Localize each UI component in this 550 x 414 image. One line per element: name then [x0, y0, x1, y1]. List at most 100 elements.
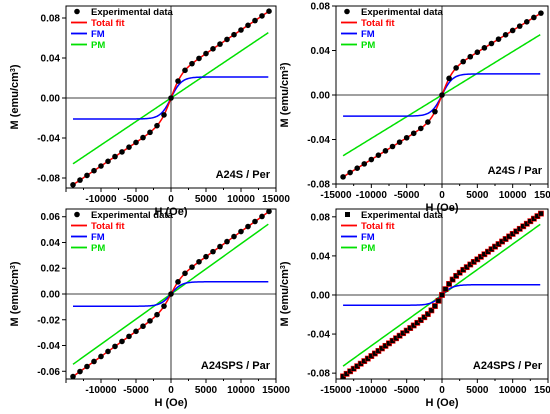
legend-entry-label: PM	[361, 40, 375, 51]
legend-entry-label: PM	[91, 243, 105, 254]
y-axis-label-close: )	[9, 261, 21, 265]
experimental-data-point	[231, 233, 237, 240]
x-tick-label: 10000	[499, 385, 527, 396]
experimental-data-point	[133, 139, 139, 146]
legend-entry-label: Experimental data	[361, 7, 444, 18]
y-tick-label: 0.04	[41, 54, 61, 65]
y-tick-label: 0.04	[41, 238, 61, 249]
y-tick-label: 0.00	[41, 94, 61, 105]
experimental-data-point	[481, 45, 488, 51]
x-tick-label: 0	[439, 385, 445, 396]
y-tick-label: 0.00	[311, 290, 331, 301]
experimental-data-point	[91, 358, 97, 365]
panel-label: A24SPS / Par	[201, 360, 271, 372]
legend-entry-label: Total fit	[361, 18, 395, 29]
experimental-data-point	[538, 210, 544, 217]
experimental-data-point	[375, 152, 382, 158]
x-tick-label: 0	[168, 385, 174, 396]
experimental-data-point	[446, 281, 452, 287]
legend-entry-label: Total fit	[91, 221, 125, 232]
y-tick-label: 0.04	[311, 46, 331, 57]
y-axis-label-sup: 3	[10, 265, 17, 269]
y-tick-label: -0.06	[37, 367, 60, 378]
experimental-data-point	[196, 55, 202, 62]
experimental-data-point	[154, 311, 160, 318]
experimental-data-point	[389, 143, 396, 150]
experimental-data-point	[112, 153, 118, 160]
x-tick-label: 5000	[195, 385, 218, 396]
x-tick-label: -10000	[85, 385, 117, 396]
panel-label: A24SPS / Per	[473, 360, 543, 372]
experimental-data-point	[217, 41, 223, 47]
experimental-data-point	[112, 343, 118, 350]
y-tick-label: 0.08	[311, 2, 331, 13]
experimental-data-point	[189, 60, 195, 67]
experimental-data-point	[432, 303, 438, 309]
x-tick-label: -5000	[123, 194, 149, 205]
y-axis-label-main: M (emu/cm	[279, 70, 291, 128]
x-tick-label: 0	[168, 194, 174, 205]
experimental-data-point	[396, 139, 403, 145]
experimental-data-point	[368, 156, 375, 163]
experimental-data-point	[70, 182, 76, 188]
experimental-data-point	[140, 323, 146, 330]
legend-marker	[74, 8, 80, 15]
legend-entry-label: PM	[91, 40, 105, 51]
experimental-data-point	[126, 144, 132, 150]
y-axis-label-close: )	[279, 62, 291, 66]
x-tick-label: 5000	[466, 385, 489, 396]
legend-marker	[74, 211, 80, 218]
legend-marker	[344, 8, 350, 15]
experimental-data-point	[361, 161, 368, 167]
experimental-data-point	[516, 23, 523, 29]
experimental-data-point	[175, 279, 181, 285]
experimental-data-point	[161, 303, 167, 309]
legend-marker	[345, 212, 350, 217]
x-tick-label: -10000	[85, 194, 117, 205]
experimental-data-point	[252, 17, 258, 24]
experimental-data-point	[224, 36, 230, 43]
experimental-data-point	[524, 18, 530, 25]
legend-entry-label: Experimental data	[361, 210, 444, 221]
experimental-data-point	[531, 14, 537, 21]
legend-entry-label: FM	[361, 29, 375, 40]
experimental-data-point	[259, 213, 265, 220]
x-tick-label: 5000	[195, 194, 218, 205]
legend-entry-label: FM	[91, 232, 105, 243]
experimental-data-point	[435, 297, 442, 304]
experimental-data-point	[105, 348, 111, 355]
panel-label: A24S / Per	[216, 169, 271, 181]
y-tick-label: -0.04	[307, 135, 330, 146]
experimental-data-point	[502, 32, 509, 38]
experimental-data-point	[84, 363, 90, 370]
x-tick-label: -5000	[123, 385, 149, 396]
y-tick-label: -0.04	[37, 341, 60, 352]
experimental-data-point	[217, 243, 223, 250]
legend-entry-label: FM	[91, 29, 105, 40]
panel-1: -10000 -5000 0 5000 10000 15000 -0.08 -0.04 0.00…	[9, 5, 290, 218]
experimental-data-point	[266, 209, 272, 215]
x-tick-label: -10000	[356, 385, 388, 396]
experimental-data-point	[231, 31, 237, 38]
experimental-data-point	[119, 338, 125, 345]
y-axis-label-main: M (emu/cm	[9, 269, 21, 327]
experimental-data-point	[347, 169, 353, 176]
experimental-data-point	[538, 10, 544, 16]
experimental-data-point	[175, 78, 181, 84]
x-tick-label: -15000	[320, 385, 352, 396]
experimental-data-point	[77, 177, 83, 183]
legend-entry-label: Total fit	[361, 221, 395, 232]
experimental-data-point	[449, 276, 456, 283]
experimental-data-point	[98, 163, 104, 169]
experimental-data-point	[182, 67, 188, 74]
y-axis-label-sup: 3	[10, 68, 17, 72]
experimental-data-point	[245, 223, 251, 230]
y-tick-label: -0.08	[307, 369, 330, 380]
y-tick-label: -0.04	[37, 134, 60, 145]
experimental-data-point	[126, 333, 132, 340]
experimental-data-point	[439, 92, 445, 98]
legend-entry-label: Total fit	[91, 18, 125, 29]
